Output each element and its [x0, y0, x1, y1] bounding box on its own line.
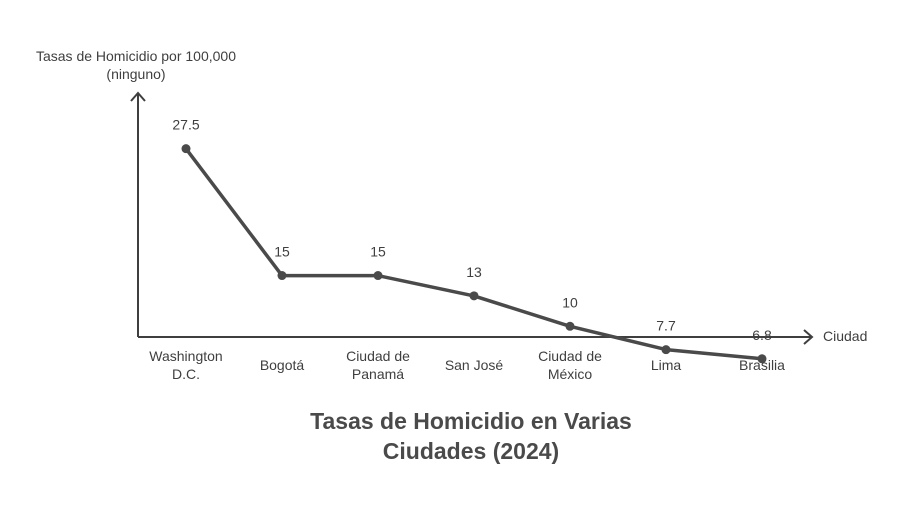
axes	[130, 91, 814, 345]
x-tick-label-line: Ciudad de	[346, 348, 410, 364]
chart-title-line-2: Ciudades (2024)	[383, 438, 559, 464]
data-point	[469, 291, 479, 301]
x-tick-label: San José	[445, 357, 504, 373]
x-tick-label-line: Brasilia	[739, 357, 785, 373]
x-tick-label: Washington D.C.	[149, 348, 222, 382]
data-point	[757, 354, 767, 364]
x-tick-label-line: México	[548, 366, 593, 382]
x-tick-labels: Washington D.C. Bogotá Ciudad de Panamá San J…	[149, 348, 785, 382]
data-label: 13	[466, 264, 482, 280]
x-tick-label: Ciudad de Panamá	[346, 348, 410, 382]
data-label: 7.7	[656, 318, 676, 334]
data-point	[661, 345, 671, 355]
x-tick-label-line: Washington	[149, 348, 222, 364]
y-axis-title: Tasas de Homicidio por 100,000 (ninguno)	[36, 48, 236, 82]
data-label: 15	[370, 244, 386, 260]
x-tick-label: Ciudad de México	[538, 348, 602, 382]
chart-title-line-1: Tasas de Homicidio en Varias	[310, 408, 632, 434]
data-label: 27.5	[172, 117, 199, 133]
y-axis-title-line-1: Tasas de Homicidio por 100,000	[36, 48, 236, 64]
x-tick-label-line: Lima	[651, 357, 682, 373]
x-axis-title: Ciudad	[823, 328, 867, 344]
x-tick-label: Brasilia	[739, 357, 785, 373]
x-tick-label: Bogotá	[260, 357, 305, 373]
data-point	[565, 321, 575, 331]
data-label: 15	[274, 244, 290, 260]
x-axis-arrow	[803, 329, 814, 345]
data-point	[181, 144, 191, 154]
x-tick-label-line: San José	[445, 357, 504, 373]
x-tick-label-line: Bogotá	[260, 357, 305, 373]
y-axis-arrow	[130, 91, 146, 102]
x-tick-label: Lima	[651, 357, 682, 373]
data-point	[277, 271, 287, 281]
x-tick-label-line: D.C.	[172, 366, 200, 382]
chart-title: Tasas de Homicidio en Varias Ciudades (20…	[310, 408, 632, 464]
series-layer: 27.5 15 15 13 10 7.7 6.8	[172, 117, 772, 364]
data-point	[373, 271, 383, 281]
y-axis-title-line-2: (ninguno)	[106, 66, 165, 82]
x-tick-label-line: Ciudad de	[538, 348, 602, 364]
x-tick-label-line: Panamá	[352, 366, 404, 382]
data-label: 10	[562, 294, 578, 310]
data-label: 6.8	[752, 327, 772, 343]
